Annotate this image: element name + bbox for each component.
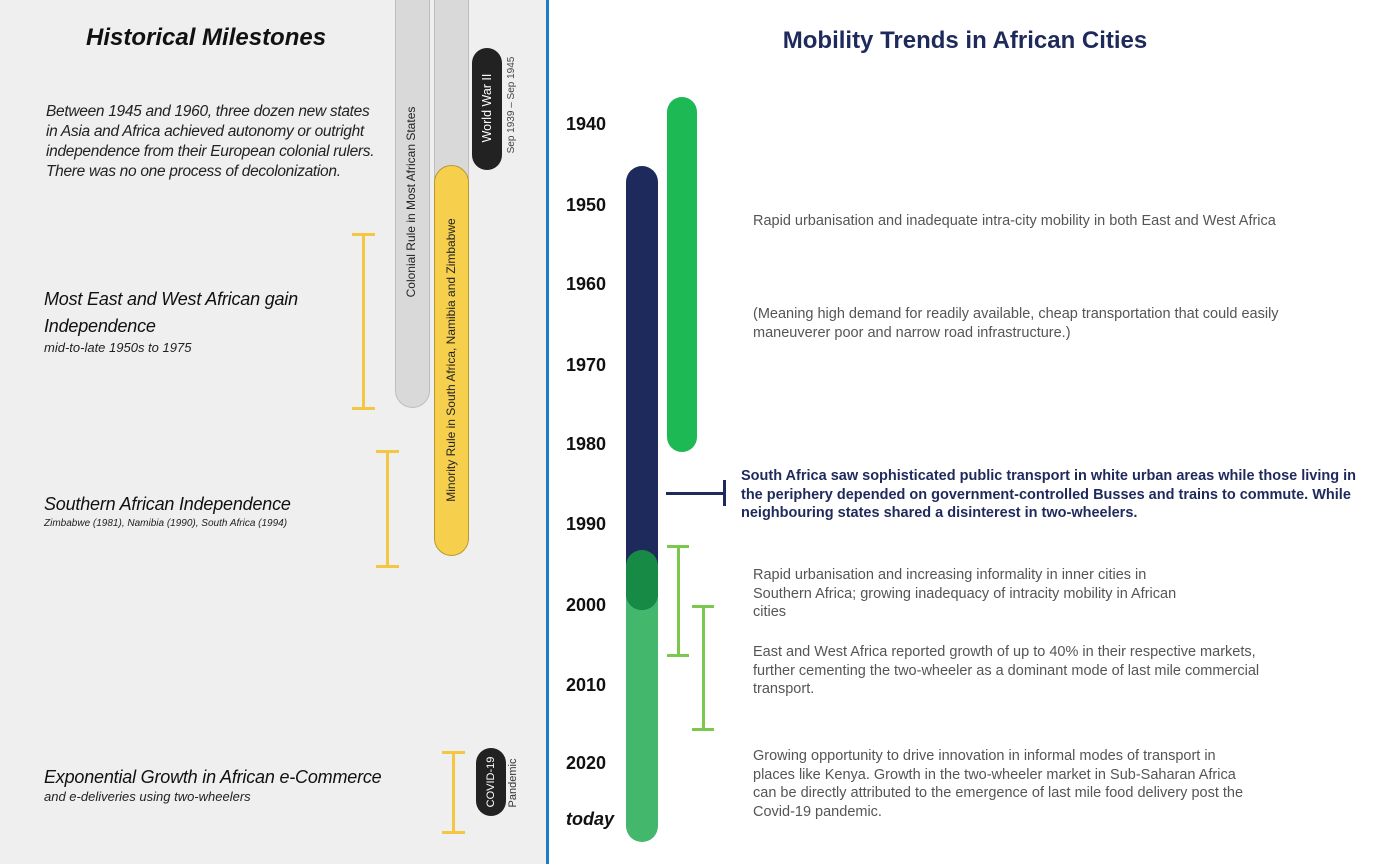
- milestone-title-line2: Independence: [44, 316, 156, 336]
- minority-rule-label: Minority Rule in South Africa, Namibia a…: [444, 218, 458, 502]
- milestone-subtitle: and e-deliveries using two-wheelers: [44, 789, 251, 804]
- year-label: 1970: [566, 355, 607, 375]
- colonial-rule-label: Colonial Rule in Most African States: [404, 106, 418, 298]
- milestone-title: Southern African Independence: [44, 494, 291, 514]
- green-bar-1940s-1980: [667, 97, 697, 452]
- year-label: 2000: [566, 595, 607, 615]
- year-label: 1940: [566, 114, 607, 134]
- world-war-ii-pill: [472, 48, 502, 170]
- year-label: 1950: [566, 195, 607, 215]
- covid-19-label: COVID-19: [485, 756, 497, 808]
- description-southern-informality: Rapid urbanisation and increasing inform…: [753, 567, 1177, 620]
- year-label: 2010: [566, 675, 607, 695]
- description-two-wheeler-growth: East and West Africa reported growth of …: [753, 644, 1260, 697]
- world-war-ii-dates: Sep 1939 – Sep 1945: [506, 56, 517, 154]
- milestone-ecommerce-growth: Exponential Growth in African e-Commerce…: [44, 764, 464, 804]
- connector-end-cap: [723, 480, 726, 506]
- connector-line: [666, 492, 724, 495]
- milestone-subtitle: Zimbabwe (1981), Namibia (1990), South A…: [44, 518, 288, 529]
- year-label: 2020: [566, 753, 607, 773]
- year-label-today: today: [566, 809, 615, 829]
- year-label: 1980: [566, 434, 607, 454]
- milestone-east-west-independence: Most East and West African gain Independ…: [44, 286, 374, 355]
- description-rapid-urbanisation: Rapid urbanisation and inadequate intra-…: [753, 213, 1276, 229]
- world-war-ii-label: World War II: [480, 73, 494, 143]
- pandemic-label: Pandemic: [507, 758, 519, 808]
- milestone-title: Exponential Growth in African e-Commerce: [44, 767, 382, 787]
- intro-text: Between 1945 and 1960, three dozen new s…: [46, 103, 375, 180]
- milestone-title: Most East and West African gain: [44, 289, 298, 309]
- covid-19-pill: [476, 748, 506, 816]
- year-label: 1990: [566, 514, 607, 534]
- milestone-subtitle: mid-to-late 1950s to 1975: [44, 340, 192, 355]
- colonial-rule-bar: [395, 0, 430, 408]
- mobility-trends-title: Mobility Trends in African Cities: [782, 27, 1148, 54]
- historical-milestones-title: Historical Milestones: [86, 24, 327, 51]
- overlap-bar-1995-2000: [626, 550, 658, 610]
- panel-divider: [546, 0, 549, 864]
- year-label: 1960: [566, 274, 607, 294]
- milestone-southern-independence: Southern African Independence Zimbabwe (…: [44, 491, 374, 529]
- description-south-africa-transport: South Africa saw sophisticated public tr…: [741, 468, 1357, 521]
- description-innovation-opportunity: Growing opportunity to drive innovation …: [753, 748, 1244, 820]
- description-high-demand: (Meaning high demand for readily availab…: [753, 306, 1279, 341]
- navy-bar-1950s-2000: [626, 166, 658, 610]
- minority-rule-bar: [434, 165, 469, 556]
